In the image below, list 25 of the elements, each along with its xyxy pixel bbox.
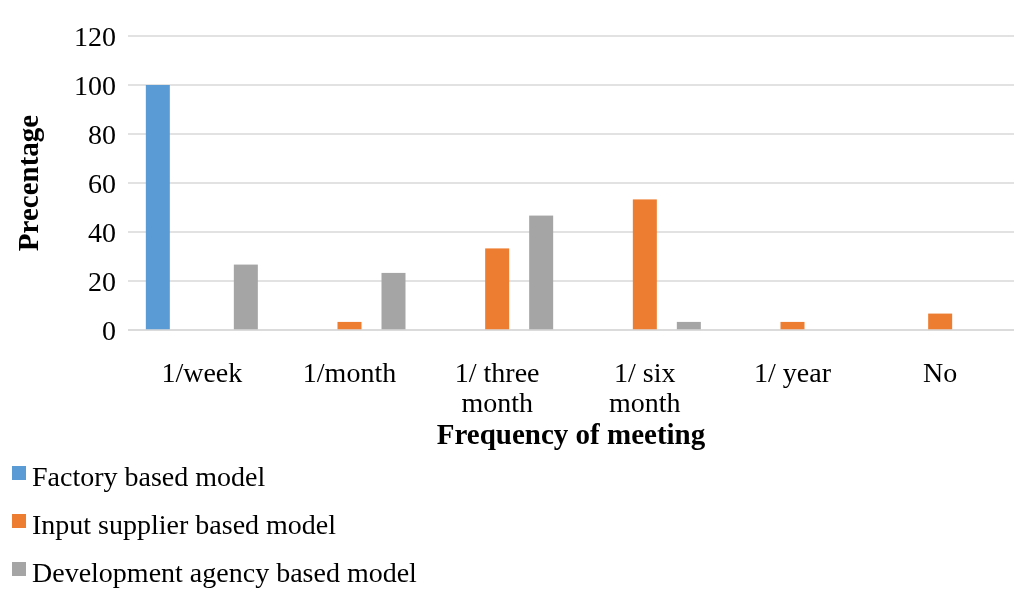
y-tick-label: 0 xyxy=(102,314,116,346)
bar xyxy=(529,215,554,330)
y-tick-label: 100 xyxy=(74,69,116,101)
x-tick-label: 1/ year xyxy=(754,357,832,388)
legend-label: Development agency based model xyxy=(32,556,418,588)
legend-label: Factory based model xyxy=(32,460,266,492)
bar xyxy=(485,248,510,330)
bar xyxy=(632,199,657,330)
x-tick-label: No xyxy=(923,357,958,388)
x-tick-label: 1/ three month xyxy=(454,357,540,418)
legend-label: Input supplier based model xyxy=(32,508,337,540)
bar xyxy=(233,264,258,330)
x-axis-title: Frequency of meeting xyxy=(436,418,706,450)
bar xyxy=(145,85,170,330)
y-tick-label: 20 xyxy=(88,265,116,297)
bar xyxy=(381,272,406,330)
y-tick-label: 120 xyxy=(74,20,116,52)
y-tick-label: 60 xyxy=(88,167,116,199)
bar xyxy=(928,313,953,330)
x-tick-label: 1/week xyxy=(161,357,243,388)
x-tick-label: 1/month xyxy=(302,357,397,388)
y-tick-label: 40 xyxy=(88,216,116,248)
y-axis-title: Precentage xyxy=(12,114,44,252)
y-tick-label: 80 xyxy=(88,118,116,150)
x-tick-label: 1/ six month xyxy=(609,357,681,418)
